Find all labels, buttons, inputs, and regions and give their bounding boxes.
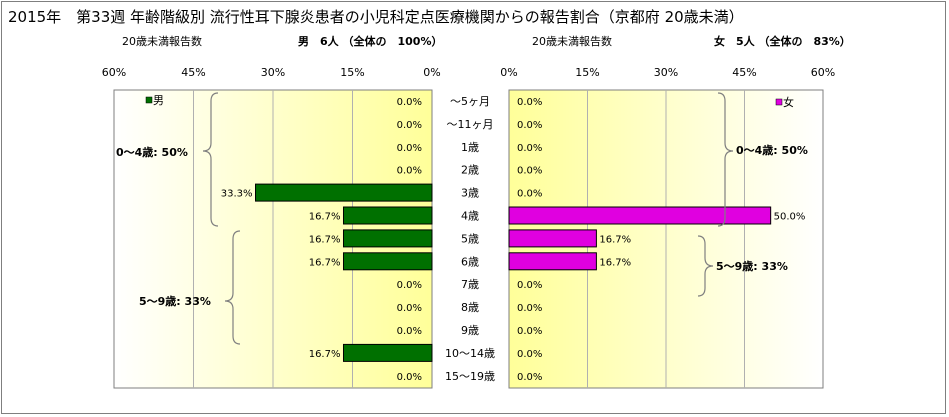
- male-data-label: 16.7%: [309, 257, 341, 268]
- male-legend-swatch: [145, 96, 153, 104]
- male-legend: 男: [145, 94, 164, 107]
- female-data-label: 0.0%: [517, 280, 542, 291]
- female-data-label: 16.7%: [599, 257, 631, 268]
- female-bracket-0-4: [717, 92, 734, 227]
- female-data-label: 0.0%: [517, 303, 542, 314]
- male-tick-label: 30%: [261, 66, 285, 79]
- female-data-label: 0.0%: [517, 120, 542, 131]
- female-bar: [508, 252, 597, 271]
- category-label: 7歳: [461, 278, 479, 291]
- category-label: 2歳: [461, 164, 479, 177]
- female-tick-label: 15%: [575, 66, 599, 79]
- male-data-label: 0.0%: [397, 303, 422, 314]
- male-data-label: 33.3%: [221, 189, 253, 200]
- male-bar: [342, 252, 433, 271]
- female-data-label: 0.0%: [517, 372, 542, 383]
- male-bar: [342, 206, 433, 225]
- male-data-label: 16.7%: [309, 234, 341, 245]
- male-summary: 男 6人 （全体の 100%）: [298, 34, 442, 48]
- male-bracket-0-4: [202, 92, 219, 227]
- female-tick-label: 60%: [811, 66, 835, 79]
- category-label: 5歳: [461, 232, 479, 245]
- female-tick-label: 0%: [500, 66, 517, 79]
- female-count-label: 20歳未満報告数: [532, 35, 612, 48]
- male-data-label: 16.7%: [309, 212, 341, 223]
- male-data-label: 0.0%: [397, 166, 422, 177]
- female-bracket-5-9: [697, 235, 714, 297]
- female-tick-label: 45%: [732, 66, 756, 79]
- male-tick-label: 0%: [423, 66, 440, 79]
- category-label: 1歳: [461, 141, 479, 154]
- female-legend-swatch: [775, 98, 783, 106]
- female-data-label: 0.0%: [517, 349, 542, 360]
- category-label: 15～19歳: [445, 370, 495, 383]
- category-label: 10～14歳: [445, 347, 495, 360]
- female-data-label: 16.7%: [599, 234, 631, 245]
- category-label: 9歳: [461, 324, 479, 337]
- chart-title: 2015年 第33週 年齢階級別 流行性耳下腺炎患者の小児科定点医療機関からの報…: [8, 8, 744, 26]
- female-summary: 女 5人 （全体の 83%）: [714, 34, 851, 48]
- category-label: ～5ヶ月: [450, 95, 490, 108]
- category-label: 8歳: [461, 301, 479, 314]
- category-label: 3歳: [461, 187, 479, 200]
- male-tick-label: 15%: [340, 66, 364, 79]
- female-data-label: 50.0%: [774, 212, 806, 223]
- male-data-label: 0.0%: [397, 372, 422, 383]
- male-tick-label: 60%: [102, 66, 126, 79]
- male-tick-label: 45%: [181, 66, 205, 79]
- female-data-label: 0.0%: [517, 189, 542, 200]
- female-bar: [508, 229, 597, 248]
- male-bar: [255, 183, 433, 202]
- female-data-label: 0.0%: [517, 97, 542, 108]
- male-data-label: 0.0%: [397, 143, 422, 154]
- category-label: 6歳: [461, 255, 479, 268]
- female-data-label: 0.0%: [517, 166, 542, 177]
- male-data-label: 16.7%: [309, 349, 341, 360]
- male-data-label: 0.0%: [397, 280, 422, 291]
- male-data-label: 0.0%: [397, 120, 422, 131]
- female-bracket-label-5-9: 5～9歳: 33%: [716, 259, 788, 273]
- male-bracket-5-9: [224, 230, 241, 345]
- male-bar: [342, 343, 433, 362]
- category-label: 4歳: [461, 210, 479, 223]
- male-data-label: 0.0%: [397, 326, 422, 337]
- male-bar: [342, 229, 433, 248]
- female-data-label: 0.0%: [517, 143, 542, 154]
- female-legend-label: 女: [783, 95, 794, 109]
- male-data-label: 0.0%: [397, 97, 422, 108]
- female-bar: [508, 206, 772, 225]
- female-data-label: 0.0%: [517, 326, 542, 337]
- female-bracket-label-0-4: 0～4歳: 50%: [736, 143, 808, 157]
- female-tick-label: 30%: [654, 66, 678, 79]
- male-bracket-label-5-9: 5～9歳: 33%: [139, 294, 211, 308]
- female-legend: 女: [775, 95, 794, 109]
- male-count-label: 20歳未満報告数: [122, 35, 202, 48]
- male-bracket-label-0-4: 0～4歳: 50%: [116, 145, 188, 159]
- category-label: ～11ヶ月: [447, 118, 494, 131]
- male-legend-label: 男: [153, 94, 164, 107]
